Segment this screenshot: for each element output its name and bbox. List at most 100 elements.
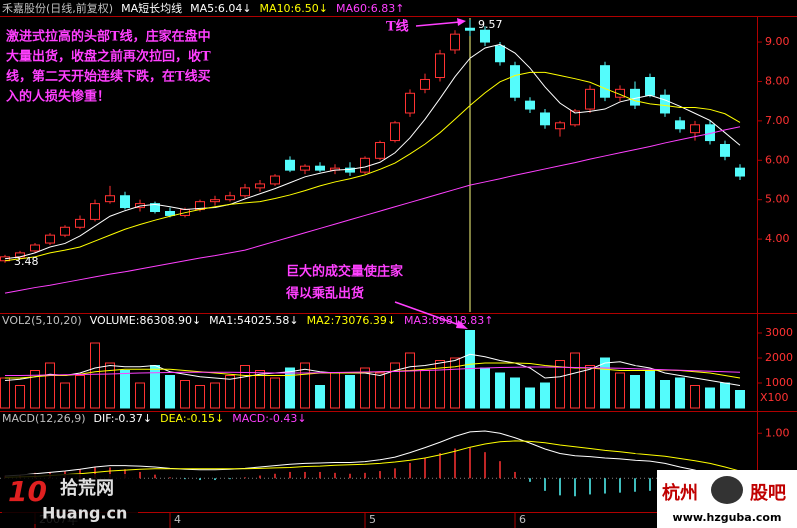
x-tick-label: 5 [369,513,376,526]
legend-entry: MA10:6.50↓ [260,2,328,15]
volume-bar [90,342,100,409]
volume-bar [360,367,370,409]
candle-body [495,45,505,63]
candle-body [600,65,610,98]
candle-body [630,88,640,106]
y-tick-label: 5.00 [765,193,790,206]
legend-entry: MACD:-0.43↓ [232,412,306,425]
watermark-bg [2,474,138,524]
volume-bar [570,352,580,409]
volume-bar [315,385,325,409]
candle-body [645,77,655,96]
candle-body [30,244,40,252]
volume-bar [735,390,745,409]
candle-body [555,122,565,130]
legend-entry: VOL2(5,10,20) [2,314,82,327]
volume-bar [30,370,40,409]
candle-body [480,29,490,43]
volume-bar [435,360,445,409]
x-tick-label: 6 [519,513,526,526]
candle-body [690,124,700,134]
arrow-head [457,18,466,26]
candle-body [300,165,310,171]
legend-entry: 禾嘉股份(日线,前复权) [2,1,113,15]
volume-bar [135,382,145,409]
y-tick-label: 6.00 [765,153,790,166]
volume-bar [285,367,295,409]
volume-bar [60,382,70,409]
watermark-text: 杭州 [662,482,698,504]
volume-bar [300,362,310,409]
volume-bar [720,382,730,409]
volume-bar [510,377,520,409]
candle-body [510,65,520,98]
volume-bar [555,360,565,409]
annotation: 大量出货，收盘之前再次拉回，收T [6,49,211,65]
volume-bar [0,377,10,409]
candle-body [240,187,250,197]
volume-bar [255,370,265,409]
candle-body [405,92,415,114]
legend-entry: MA60:6.83↑ [336,2,404,15]
watermark-text: Huang.cn [42,504,127,523]
candle-body [150,203,160,213]
volume-bar [75,375,85,409]
legend-entry: MA短长均线 [121,1,182,15]
annotation: 巨大的成交量使庄家 [286,264,404,280]
candle-body [585,88,595,110]
volume-bar [15,385,25,409]
watermark-text: 股吧 [749,483,786,504]
volume-bar [165,375,175,409]
volume-bar [390,362,400,409]
volume-bar [600,357,610,409]
volume-bar [450,357,460,409]
candle-body [525,100,535,110]
y-tick-label: 9.00 [765,35,790,48]
candle-body [45,234,55,244]
volume-bar [705,387,715,409]
candle-body [465,27,475,31]
y-tick-label: 7.00 [765,114,790,127]
candle-body [420,78,430,90]
volume-bar [345,375,355,409]
y-tick-label: 2000 [765,351,793,364]
volume-bar [660,380,670,409]
candle-body [120,195,130,209]
volume-bar [465,330,475,409]
ma-line [4,126,741,294]
candle-body [540,112,550,126]
volume-bar [180,380,190,409]
watermark-text: 10 [8,475,47,508]
candle-body [360,157,370,173]
volume-bar [120,370,130,409]
candle-body [345,167,355,173]
volume-bar [240,365,250,409]
volume-bar [540,382,550,409]
volume-bar [330,372,340,409]
legend-entry: MA2:73076.39↓ [307,314,396,327]
ma-line [4,440,741,478]
volume-bar [630,375,640,409]
arrow [394,301,463,327]
y-tick-label: 1.00 [765,426,790,439]
arrow-head [456,320,468,329]
ma-line [4,430,741,488]
volume-bar [420,370,430,409]
legend-entry: DEA:-0.15↓ [160,412,224,425]
candle-body [450,33,460,51]
candle-body [735,167,745,177]
candle-body [60,226,70,236]
legend-entry: MA1:54025.58↓ [209,314,298,327]
volume-bar [210,382,220,409]
y-tick-label: 3000 [765,326,793,339]
volume-bar [270,377,280,409]
legend-entry: DIF:-0.37↓ [94,412,153,425]
watermark-text: www.hzguba.com [673,511,782,524]
volume-bar [375,372,385,409]
annotations: 激进式拉高的头部T线，庄家在盘中 大量出货，收盘之前再次拉回，收T 线，第二天开… [6,18,503,329]
annotation: 激进式拉高的头部T线，庄家在盘中 [6,29,211,45]
candle-body [270,175,280,185]
candle-body [435,53,445,79]
